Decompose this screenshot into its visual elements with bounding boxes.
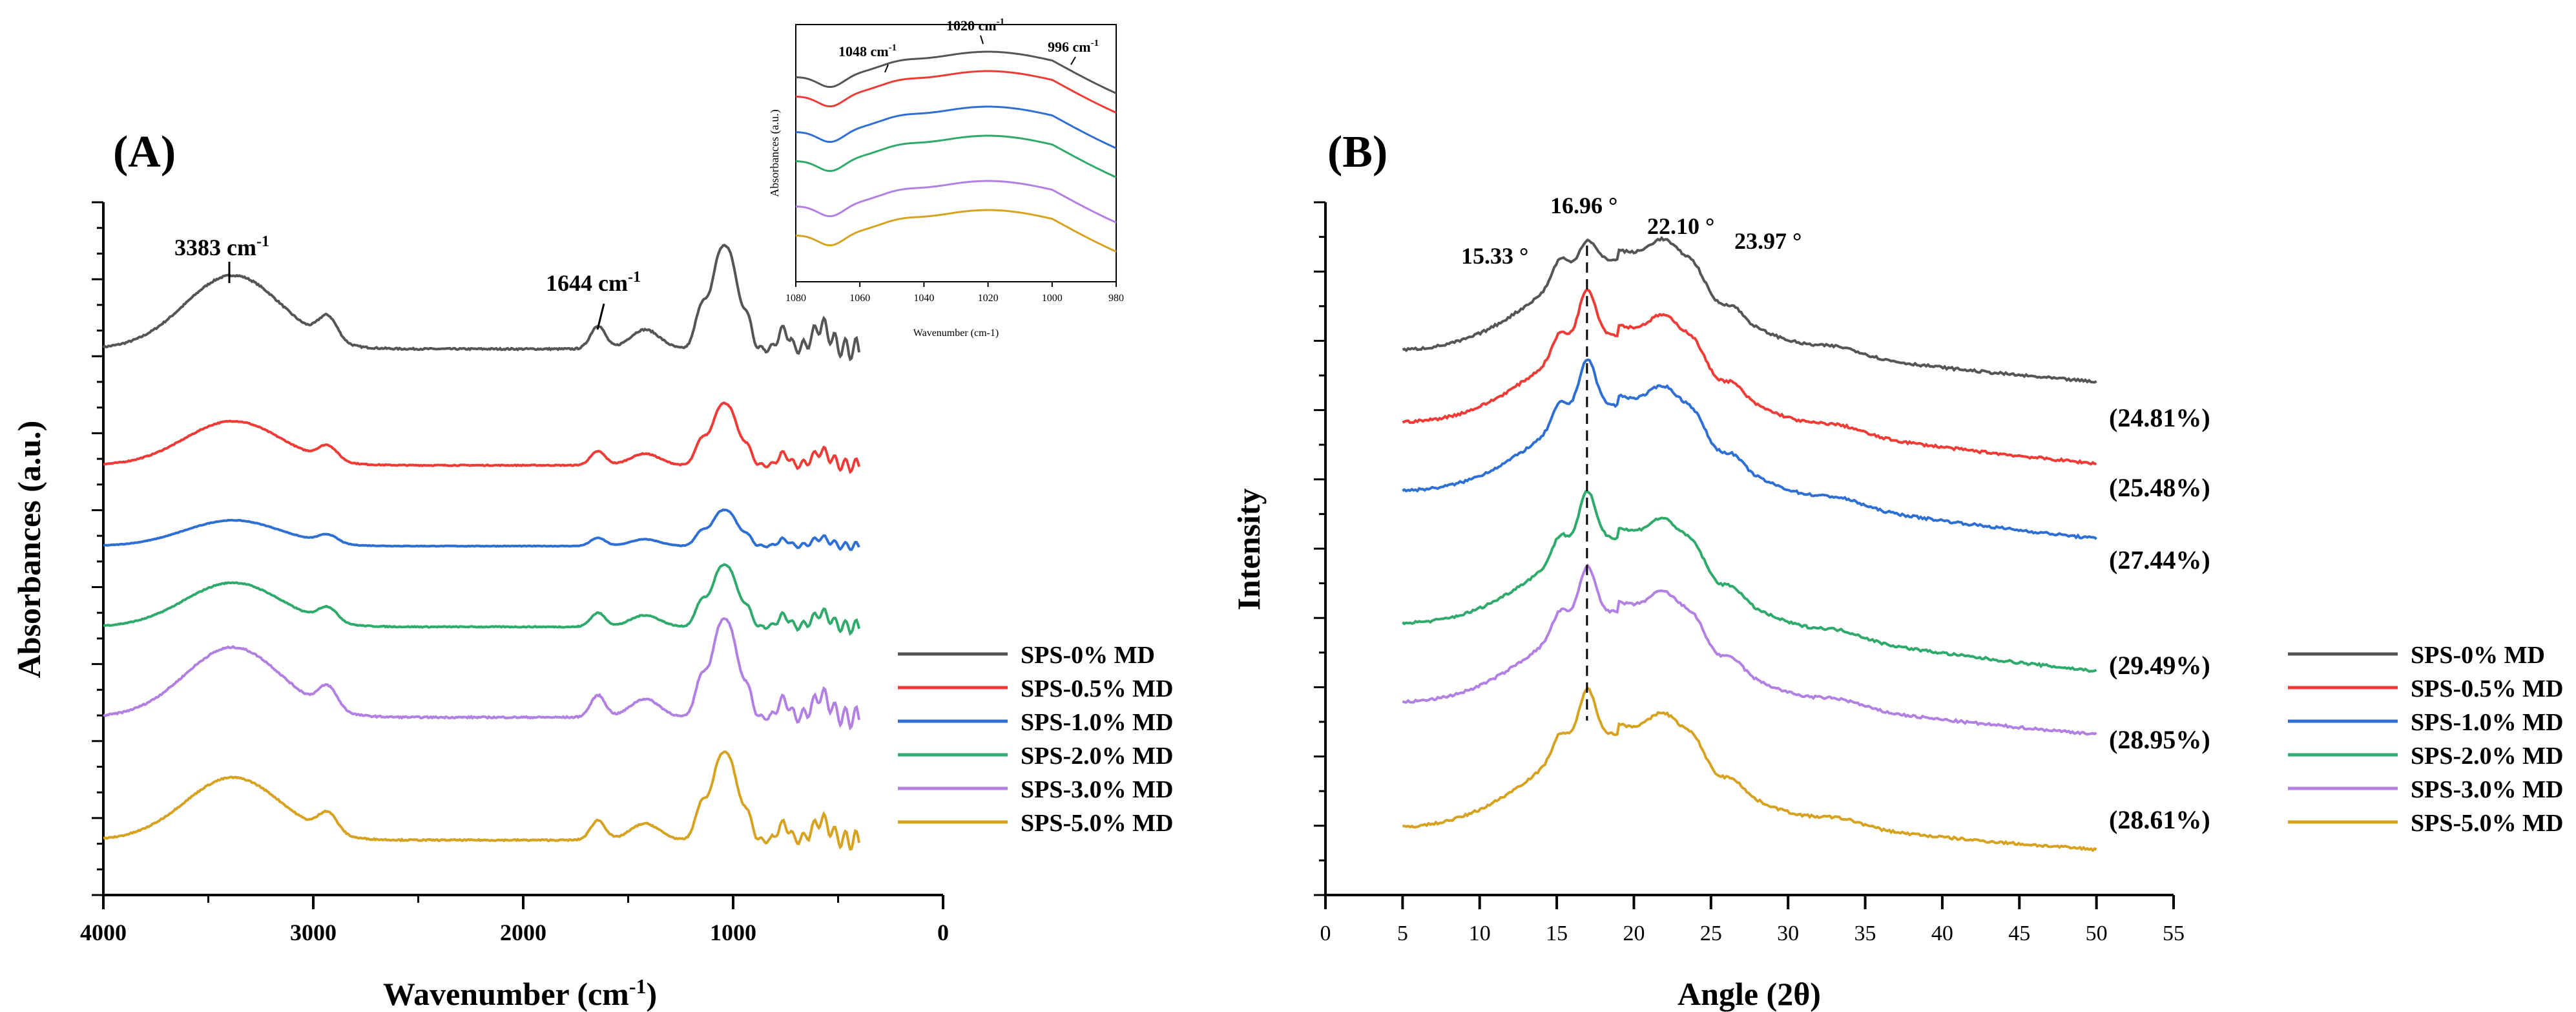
panel-b-y-title: Intensity [1231,489,1267,611]
legend-label: SPS-3.0% MD [2411,776,2563,803]
panel-a-series-line [103,563,860,636]
inset-x-tick-label: 1080 [785,293,806,304]
panel-a-x-tick-label: 3000 [290,920,337,945]
panel-a-x-tick-label: 2000 [500,920,546,945]
panel-b-y-ticks [1314,201,1325,896]
panel-a-series-line [103,508,860,551]
inset-series [795,50,1117,253]
panel-b-peak-annotations: 15.33 ° 16.96 ° 22.10 ° 23.97 ° [1461,193,1802,269]
panel-b: (B) 0 5 10 15 20 25 30 35 40 45 50 55 Angle (2θ) In… [1231,127,2563,1012]
panel-b-series-line [1402,563,2097,736]
svg-text:996 cm-1: 996 cm-1 [1048,38,1099,55]
panel-a-series-line [103,750,860,851]
panel-b-crystallinity-labels: (24.81%) (25.48%) (27.44%) (29.49%) (28.95%)… [2109,403,2210,834]
legend-label: SPS-0.5% MD [1021,675,1173,702]
legend-label: SPS-1.0% MD [2411,709,2563,736]
legend-label: SPS-3.0% MD [1021,776,1173,803]
inset-x-tick-label: 1040 [913,293,934,304]
panel-a-y-ticks [92,201,103,896]
svg-text:1020 cm-1: 1020 cm-1 [946,17,1004,34]
inset-annotation-1020: 1020 cm-1 [946,17,1004,45]
panel-a-y-title: Absorbances (a.u.) [11,421,47,679]
inset-x-tick-label: 1020 [978,293,999,304]
panel-b-x-tick-label: 35 [1854,922,1876,945]
panel-b-peak-label: 23.97 ° [1734,228,1802,254]
panel-a-annotation-3383: 3383 cm-1 [174,233,269,283]
legend-label: SPS-0.5% MD [2411,675,2563,702]
panel-a-x-title: Wavenumber (cm-1) [383,975,657,1012]
inset-x-tick-label: 1000 [1042,293,1063,304]
panel-b-x-title: Angle (2θ) [1678,976,1821,1012]
panel-b-x-tick-label: 40 [1931,922,1953,945]
legend-label: SPS-0% MD [2411,642,2545,669]
panel-b-crystallinity-label: (24.81%) [2109,403,2210,432]
panel-b-x-tick-label: 25 [1700,922,1722,945]
panel-a-series [102,243,860,851]
panel-a-series-line [103,617,860,731]
inset-series-line [795,70,1117,114]
svg-text:1644 cm-1: 1644 cm-1 [546,269,641,296]
legend-label: SPS-5.0% MD [1021,810,1173,837]
legend-label: SPS-2.0% MD [2411,743,2563,770]
panel-b-series-line [1402,236,2097,384]
panel-a-series-line [102,243,860,362]
panel-b-peak-label: 22.10 ° [1647,213,1714,239]
panel-b-series [1402,236,2097,852]
panel-a-tag: (A) [113,127,176,177]
legend-label: SPS-1.0% MD [1021,709,1173,736]
panel-b-x-tick-label: 50 [2086,922,2108,945]
panel-a: (A) 4000 3000 2000 1000 0 Wavenumber (cm-1) … [11,17,1173,1012]
inset-annotation-1048: 1048 cm-1 [838,43,897,73]
panel-a-x-tick-label: 0 [937,920,949,945]
inset-annotation-996: 996 cm-1 [1048,38,1099,65]
panel-b-series-line [1402,686,2097,852]
inset-series-line [795,105,1117,149]
legend-label: SPS-5.0% MD [2411,810,2563,837]
panel-b-crystallinity-label: (28.95%) [2109,725,2210,754]
svg-text:1048 cm-1: 1048 cm-1 [838,43,897,59]
inset-x-title: Wavenumber (cm-1) [913,328,999,339]
panel-a-legend: SPS-0% MD SPS-0.5% MD SPS-1.0% MD SPS-2.0% … [898,642,1173,837]
panel-b-crystallinity-label: (25.48%) [2109,473,2210,502]
panel-b-series-line [1402,288,2097,466]
panel-a-x-tick-label: 4000 [80,920,127,945]
panel-b-legend: SPS-0% MD SPS-0.5% MD SPS-1.0% MD SPS-2.0% … [2288,642,2563,837]
panel-b-x-tick-label: 55 [2163,922,2185,945]
panel-b-series-line [1402,358,2097,540]
legend-label: SPS-2.0% MD [1021,743,1173,770]
panel-b-crystallinity-label: (27.44%) [2109,545,2210,575]
panel-b-tag: (B) [1327,127,1387,177]
panel-a-series-line [103,401,860,474]
panel-b-x-tick-label: 0 [1320,922,1331,945]
panel-a-inset: 1080 1060 1040 1020 1000 980 Wavenumber (cm-1… [768,17,1124,339]
legend-label: SPS-0% MD [1021,642,1155,669]
panel-b-x-tick-label: 10 [1469,922,1491,945]
inset-series-line [795,209,1117,253]
inset-y-title: Absorbances (a.u.) [768,109,782,196]
panel-b-crystallinity-label: (28.61%) [2109,805,2210,834]
panel-b-series-line [1402,490,2097,673]
panel-b-x-ticks: 0 5 10 15 20 25 30 35 40 45 50 55 [1320,895,2185,945]
panel-a-annotation-1644: 1644 cm-1 [546,269,641,330]
panel-b-x-tick-label: 30 [1777,922,1799,945]
panel-b-x-tick-label: 20 [1623,922,1645,945]
panel-b-x-tick-label: 45 [2008,922,2030,945]
panel-a-x-ticks: 4000 3000 2000 1000 0 [80,895,949,945]
panel-b-crystallinity-label: (29.49%) [2109,651,2210,680]
inset-x-tick-label: 980 [1108,293,1124,304]
svg-text:3383 cm-1: 3383 cm-1 [174,233,269,260]
inset-series-line [795,134,1117,178]
panel-b-x-tick-label: 15 [1546,922,1568,945]
panel-b-peak-label: 15.33 ° [1461,243,1528,269]
inset-series-line [795,50,1117,94]
inset-x-tick-label: 1060 [849,293,870,304]
panel-a-x-tick-label: 1000 [710,920,756,945]
inset-series-line [795,180,1117,224]
panel-b-peak-label: 16.96 ° [1550,193,1617,218]
panel-b-x-tick-label: 5 [1397,922,1408,945]
inset-x-ticks: 1080 1060 1040 1020 1000 980 [785,282,1124,304]
